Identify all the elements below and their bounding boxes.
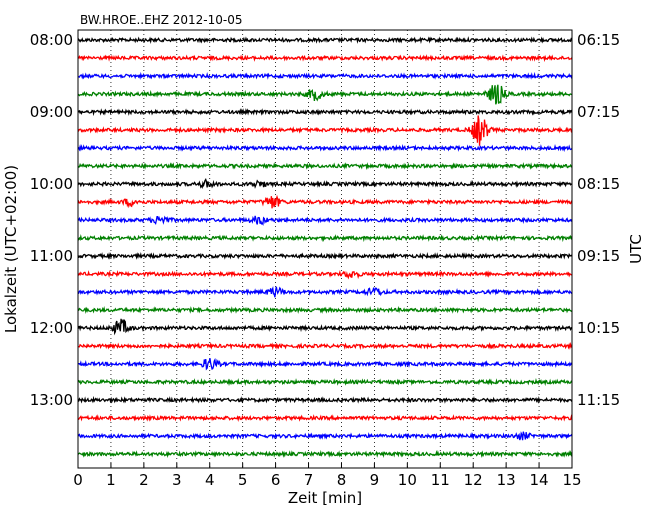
right-axis-ticks: 06:15 07:15 08:15 09:15 10:15 11:15 — [567, 31, 620, 409]
trace-line — [77, 54, 573, 63]
trace-line — [77, 108, 573, 117]
x-tick-label: 7 — [304, 471, 314, 489]
x-axis-ticks: 0 1 2 3 4 5 6 7 8 9 10 11 12 13 14 15 — [73, 463, 582, 489]
trace-line — [77, 341, 573, 351]
x-tick-label: 2 — [139, 471, 149, 489]
trace-line — [77, 395, 573, 404]
plot-frame — [77, 29, 573, 469]
trace-line — [77, 143, 573, 153]
left-tick-label: 12:00 — [30, 319, 73, 337]
x-tick-label: 13 — [497, 471, 516, 489]
trace-line — [77, 318, 573, 336]
trace-line — [77, 194, 573, 209]
right-tick-label: 06:15 — [577, 31, 620, 49]
left-tick-label: 10:00 — [30, 175, 73, 193]
trace-line — [77, 71, 573, 80]
trace-line — [77, 161, 573, 171]
trace-line — [77, 84, 573, 105]
left-axis-ticks: 08:00 09:00 10:00 11:00 12:00 13:00 — [30, 31, 83, 409]
right-tick-label: 07:15 — [577, 103, 620, 121]
trace-line — [77, 357, 573, 371]
left-tick-label: 09:00 — [30, 103, 73, 121]
x-axis-label: Zeit [min] — [288, 489, 362, 507]
left-axis-label: Lokalzeit (UTC+02:00) — [2, 165, 20, 333]
x-tick-label: 3 — [172, 471, 182, 489]
left-tick-label: 11:00 — [30, 247, 73, 265]
trace-line — [77, 215, 573, 226]
right-axis-label: UTC — [627, 234, 645, 264]
x-tick-label: 10 — [398, 471, 417, 489]
left-tick-label: 08:00 — [30, 31, 73, 49]
trace-line — [77, 269, 573, 280]
trace-line — [77, 286, 573, 298]
trace-line — [77, 431, 573, 441]
traces — [77, 36, 573, 459]
trace-line — [77, 377, 573, 387]
left-tick-label: 13:00 — [30, 391, 73, 409]
trace-line — [77, 251, 573, 260]
trace-line — [77, 414, 573, 422]
trace-line — [77, 36, 573, 44]
trace-line — [77, 115, 573, 146]
x-tick-label: 15 — [562, 471, 581, 489]
x-tick-label: 6 — [271, 471, 281, 489]
x-tick-label: 11 — [431, 471, 450, 489]
trace-line — [77, 233, 573, 243]
x-tick-label: 8 — [337, 471, 347, 489]
x-tick-label: 5 — [238, 471, 248, 489]
right-tick-label: 11:15 — [577, 391, 620, 409]
x-tick-label: 4 — [205, 471, 215, 489]
chart-title: BW.HROE..EHZ 2012-10-05 — [80, 13, 243, 27]
trace-line — [77, 177, 573, 189]
x-tick-label: 9 — [370, 471, 380, 489]
right-tick-label: 08:15 — [577, 175, 620, 193]
trace-line — [78, 305, 573, 315]
right-tick-label: 09:15 — [577, 247, 620, 265]
right-tick-label: 10:15 — [577, 319, 620, 337]
x-tick-label: 12 — [464, 471, 483, 489]
x-tick-label: 14 — [530, 471, 549, 489]
x-tick-label: 0 — [73, 471, 83, 489]
x-tick-label: 1 — [106, 471, 116, 489]
trace-line — [77, 449, 573, 459]
